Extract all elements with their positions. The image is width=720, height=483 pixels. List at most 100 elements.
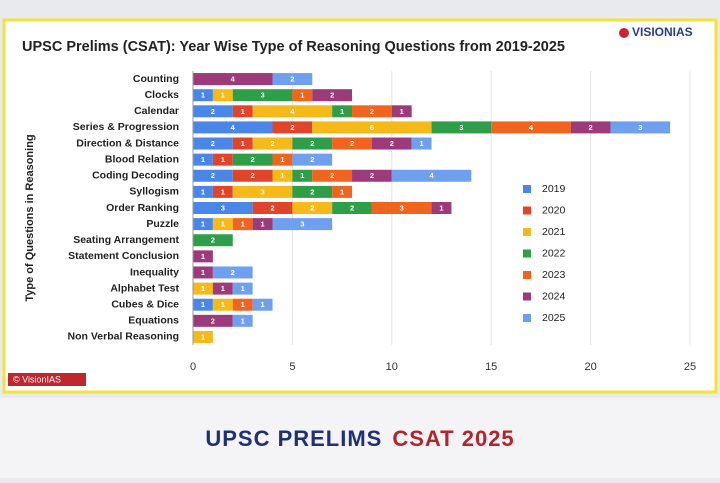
bar-segment bbox=[312, 169, 353, 182]
bar-segment bbox=[352, 169, 392, 182]
legend-swatch bbox=[523, 249, 531, 258]
data-label: 3 bbox=[638, 123, 642, 132]
legend-label: 2020 bbox=[542, 204, 566, 216]
bar-segment bbox=[252, 218, 273, 231]
data-label: 1 bbox=[221, 91, 225, 100]
bar-segment bbox=[212, 218, 233, 231]
y-tick-label: Puzzle bbox=[146, 218, 179, 230]
data-label: 2 bbox=[310, 155, 314, 164]
data-label: 1 bbox=[201, 332, 205, 341]
data-label: 2 bbox=[390, 139, 394, 148]
data-label: 4 bbox=[231, 75, 236, 84]
data-label: 2 bbox=[310, 203, 314, 212]
legend-label: 2021 bbox=[542, 226, 566, 238]
y-tick-label: Equations bbox=[128, 315, 179, 327]
data-label: 2 bbox=[270, 203, 274, 212]
y-tick-label: Syllogism bbox=[129, 186, 179, 198]
bar-segment bbox=[212, 298, 233, 311]
bar-segment bbox=[212, 282, 233, 295]
bar-segment bbox=[411, 137, 432, 150]
bar-segment bbox=[193, 105, 233, 118]
y-tick-label: Cubes & Dice bbox=[111, 298, 179, 310]
y-axis-label: Type of Questions in Reasoning bbox=[24, 134, 36, 301]
data-label: 1 bbox=[420, 139, 424, 148]
bar-segment bbox=[272, 153, 293, 166]
data-label: 2 bbox=[330, 171, 334, 180]
bar-segment bbox=[193, 185, 213, 198]
bar-segment bbox=[193, 153, 213, 166]
chart-title: UPSC Prelims (CSAT): Year Wise Type of R… bbox=[22, 39, 565, 55]
data-label: 4 bbox=[429, 171, 434, 180]
bar-segment bbox=[272, 169, 293, 182]
bar-segment bbox=[431, 121, 492, 134]
data-label: 2 bbox=[211, 107, 215, 116]
data-label: 2 bbox=[270, 139, 274, 148]
legend-swatch bbox=[523, 185, 531, 193]
bar-segment bbox=[232, 298, 253, 311]
data-label: 1 bbox=[221, 300, 225, 309]
data-label: 2 bbox=[211, 171, 215, 180]
data-label: 1 bbox=[201, 155, 205, 164]
data-label: 3 bbox=[260, 91, 264, 100]
data-label: 3 bbox=[221, 203, 225, 212]
bar-segment bbox=[570, 121, 611, 134]
data-label: 2 bbox=[251, 171, 255, 180]
data-label: 3 bbox=[300, 220, 304, 229]
bar-segment bbox=[232, 137, 253, 150]
bar-segment bbox=[292, 202, 333, 214]
logo: VISIONIAS bbox=[632, 25, 693, 39]
x-tick-label: 20 bbox=[584, 361, 596, 373]
bar-segment bbox=[252, 105, 333, 118]
legend-swatch bbox=[523, 206, 531, 215]
bar-segment bbox=[332, 105, 353, 118]
bar-segment bbox=[292, 153, 333, 166]
data-label: 1 bbox=[201, 187, 205, 196]
legend-label: 2022 bbox=[542, 247, 566, 259]
data-label: 3 bbox=[459, 123, 463, 132]
data-label: 1 bbox=[221, 155, 225, 164]
bar-segment bbox=[332, 137, 372, 150]
data-label: 1 bbox=[439, 203, 443, 212]
y-tick-label: Seating Arrangement bbox=[73, 234, 179, 246]
bar-segment bbox=[391, 105, 412, 118]
y-tick-label: Blood Relation bbox=[105, 153, 179, 165]
bar-segment bbox=[292, 89, 313, 102]
x-tick-label: 25 bbox=[684, 361, 696, 373]
data-label: 2 bbox=[231, 268, 235, 277]
y-tick-label: Coding Decoding bbox=[92, 170, 179, 182]
bar-segment bbox=[312, 121, 432, 134]
data-label: 2 bbox=[310, 139, 314, 148]
banner-background bbox=[0, 398, 720, 478]
data-label: 1 bbox=[201, 284, 205, 293]
bar-segment bbox=[391, 169, 472, 182]
data-label: 1 bbox=[340, 187, 344, 196]
x-tick-label: 5 bbox=[289, 361, 295, 373]
data-label: 2 bbox=[211, 236, 215, 245]
bar-segment bbox=[252, 202, 293, 214]
bar-segment bbox=[193, 234, 233, 247]
y-tick-label: Clocks bbox=[145, 89, 180, 101]
bar-segment bbox=[252, 137, 293, 150]
data-label: 2 bbox=[330, 91, 334, 100]
bar-segment bbox=[193, 202, 253, 214]
data-label: 4 bbox=[529, 123, 534, 132]
bar-segment bbox=[292, 137, 333, 150]
data-label: 1 bbox=[201, 91, 205, 100]
data-label: 2 bbox=[310, 187, 314, 196]
data-label: 1 bbox=[201, 252, 205, 261]
data-label: 1 bbox=[260, 220, 264, 229]
data-label: 1 bbox=[280, 155, 284, 164]
bar-segment bbox=[371, 137, 412, 150]
data-label: 1 bbox=[221, 284, 225, 293]
y-tick-label: Series & Progression bbox=[73, 121, 179, 133]
bar-segment bbox=[332, 202, 372, 214]
data-label: 2 bbox=[350, 139, 354, 148]
bar-segment bbox=[252, 298, 273, 311]
bar-segment bbox=[610, 121, 671, 134]
data-label: 4 bbox=[290, 107, 295, 116]
y-tick-label: Direction & Distance bbox=[76, 137, 179, 149]
bar-segment bbox=[292, 169, 313, 182]
data-label: 1 bbox=[400, 107, 404, 116]
bar-segment bbox=[193, 282, 213, 295]
bar-segment bbox=[232, 185, 293, 198]
